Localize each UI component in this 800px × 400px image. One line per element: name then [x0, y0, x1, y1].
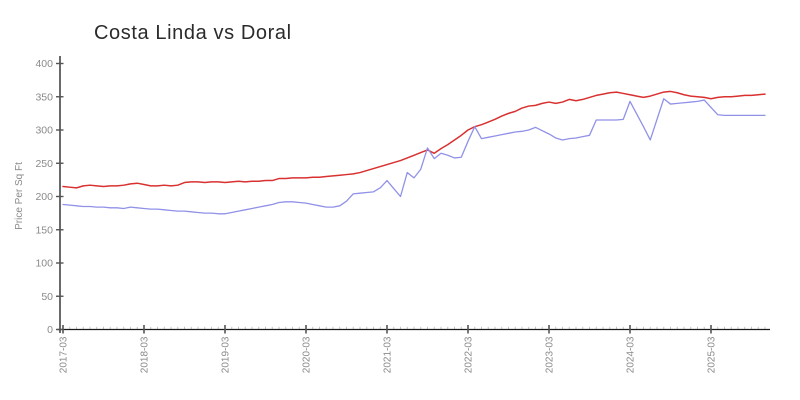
x-tick-label: 2022-03: [464, 336, 475, 373]
y-tick-label: 300: [35, 125, 53, 137]
x-tick-label: 2019-03: [221, 336, 232, 373]
y-tick-label: 150: [35, 224, 53, 236]
y-tick-label: 250: [35, 158, 53, 170]
x-tick-label: 2025-03: [707, 336, 718, 373]
y-tick-label: 50: [41, 291, 53, 303]
series-line-doral: [62, 98, 766, 215]
y-tick-label: 200: [35, 191, 53, 203]
y-tick-label: 400: [35, 58, 53, 70]
x-tick-label: 2017-03: [59, 336, 70, 373]
x-tick-label: 2018-03: [140, 336, 151, 373]
y-axis-title: Price Per Sq Ft: [14, 162, 25, 230]
x-tick-label: 2024-03: [626, 336, 637, 373]
y-tick-label: 0: [47, 324, 53, 336]
x-tick-label: 2023-03: [545, 336, 556, 373]
x-tick-label: 2021-03: [383, 336, 394, 373]
y-tick-label: 100: [35, 258, 53, 270]
y-tick-label: 350: [35, 91, 53, 103]
chart-title: Costa Linda vs Doral: [94, 22, 292, 44]
series-line-costa-linda: [62, 90, 766, 189]
x-tick-label: 2020-03: [302, 336, 313, 373]
